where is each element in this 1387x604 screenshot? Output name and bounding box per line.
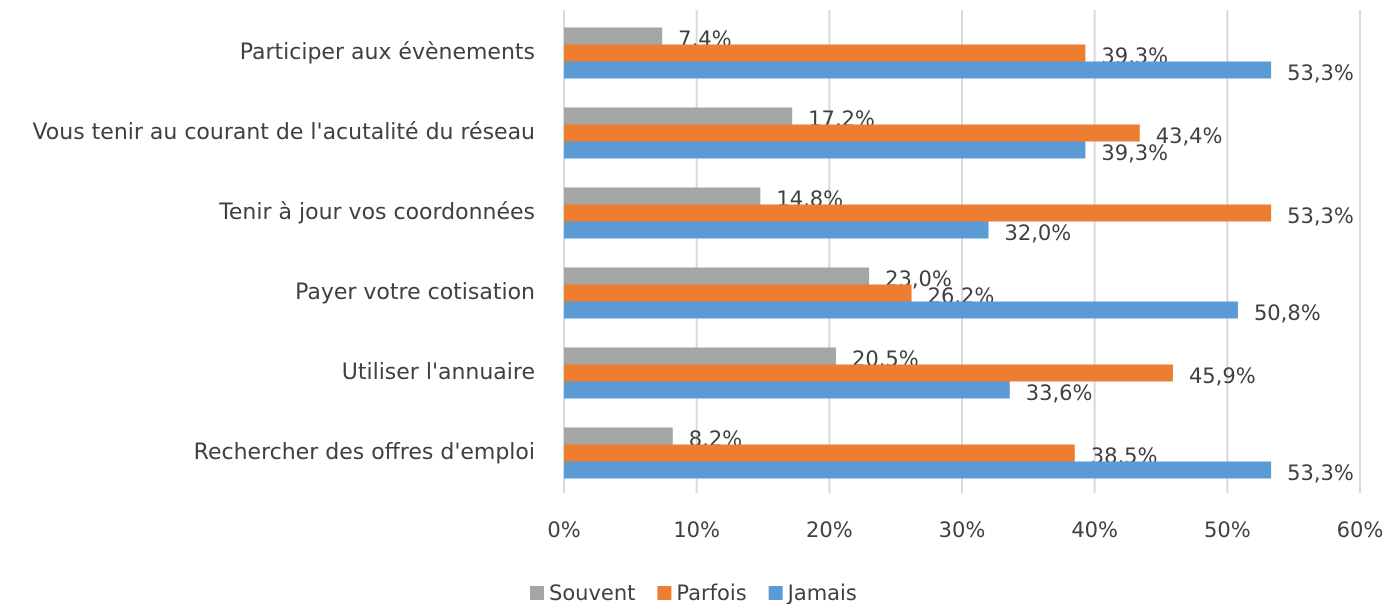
bar [564,427,673,445]
bar [564,204,1272,222]
value-label: 53,3% [1287,61,1354,85]
legend-label: Jamais [786,581,857,604]
x-tick-label: 30% [939,518,986,542]
x-tick-label: 20% [806,518,853,542]
bar [564,44,1086,62]
legend-label: Souvent [549,581,635,604]
bar [564,187,761,205]
bar [564,444,1075,462]
bar [564,461,1272,479]
value-label: 45,9% [1189,364,1256,388]
bar [564,27,663,45]
bar [564,301,1238,319]
category-label: Tenir à jour vos coordonnées [218,200,535,225]
bar [564,347,836,365]
value-label: 32,0% [1005,221,1072,245]
category-label: Utiliser l'annuaire [342,360,535,385]
category-label: Payer votre cotisation [295,280,535,305]
x-tick-label: 0% [547,518,580,542]
x-tick-label: 10% [673,518,720,542]
legend-swatch [657,586,672,600]
bar [564,381,1010,399]
legend-swatch [768,586,783,600]
bar [564,221,989,239]
x-tick-label: 40% [1071,518,1118,542]
value-label: 53,3% [1287,461,1354,485]
legend-swatch [530,586,544,600]
bar [564,141,1086,159]
category-label: Vous tenir au courant de l'acutalité du … [32,120,535,145]
category-label: Rechercher des offres d'emploi [194,440,535,465]
value-label: 43,4% [1156,124,1223,148]
x-tick-label: 50% [1204,518,1251,542]
value-label: 39,3% [1101,141,1168,165]
value-label: 50,8% [1254,301,1321,325]
value-label: 33,6% [1026,381,1093,405]
bar [564,364,1173,382]
legend-label: Parfois [676,581,746,604]
category-label: Participer aux évènements [240,40,535,65]
bar [564,124,1140,142]
value-label: 53,3% [1287,204,1354,228]
bar [564,107,793,125]
x-tick-label: 60% [1337,518,1384,542]
bar [564,284,912,302]
bar [564,61,1272,79]
bar [564,267,870,285]
